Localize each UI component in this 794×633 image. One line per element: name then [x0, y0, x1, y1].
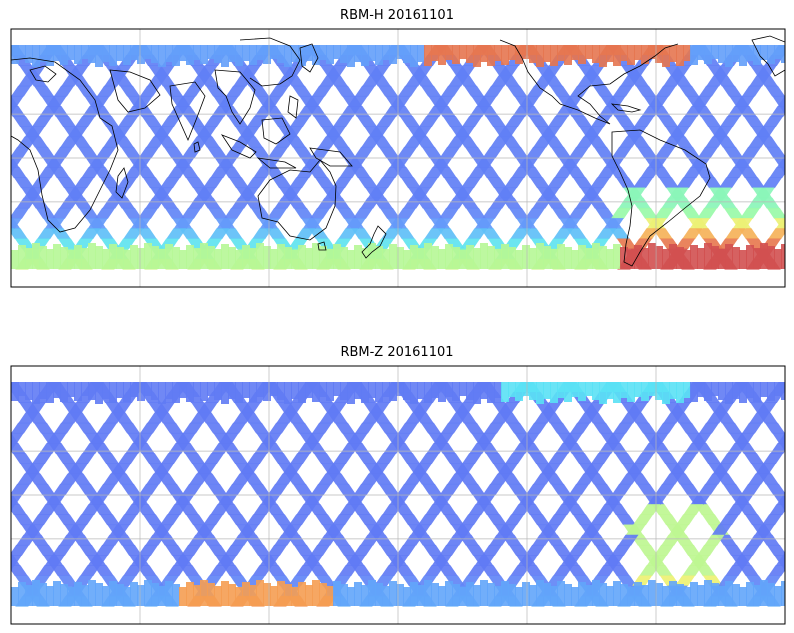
swath-layer-top — [11, 45, 785, 270]
grid-lines-top — [11, 29, 785, 287]
map-panel-bottom — [10, 365, 786, 625]
coastlines-top — [11, 35, 785, 267]
map-frame-bottom — [10, 365, 786, 625]
map-frame-top — [10, 28, 786, 288]
swath-layer-bottom — [11, 382, 785, 607]
map-title-top: RBM-H 20161101 — [340, 8, 454, 23]
grid-lines-bottom — [11, 366, 785, 624]
map-panel-top — [10, 28, 786, 288]
map-title-bottom: RBM-Z 20161101 — [340, 345, 454, 360]
